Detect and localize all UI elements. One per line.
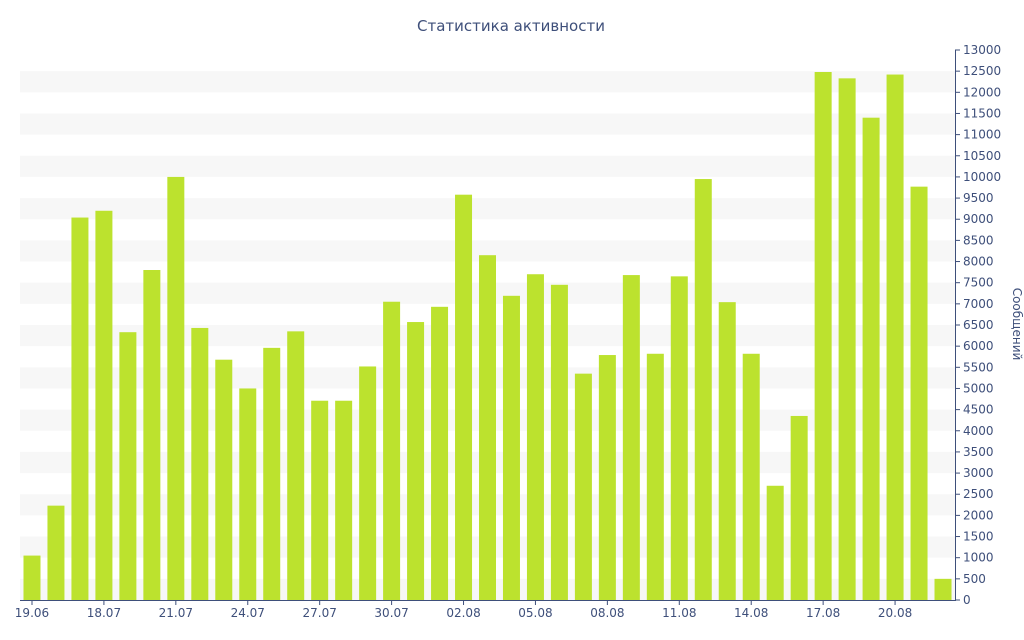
bar	[502, 295, 520, 600]
x-tick-label: 18.07	[87, 606, 121, 620]
bar	[598, 355, 616, 600]
y-tick-label: 13000	[963, 43, 1001, 57]
bar	[263, 347, 281, 600]
bar	[550, 284, 568, 600]
x-tick-label: 21.07	[159, 606, 193, 620]
bar	[718, 302, 736, 600]
bar	[143, 270, 161, 600]
bar	[574, 373, 592, 600]
bar	[766, 485, 784, 600]
bar	[934, 578, 952, 600]
y-tick-label: 10500	[963, 149, 1001, 163]
bar	[359, 366, 377, 600]
bar	[814, 72, 832, 600]
grid-band	[20, 113, 955, 135]
y-tick-label: 0	[963, 593, 971, 607]
bar	[886, 74, 904, 601]
y-tick-label: 5500	[963, 360, 994, 374]
bar	[455, 194, 473, 600]
bar	[646, 353, 664, 600]
y-tick-label: 3000	[963, 466, 994, 480]
bar	[526, 274, 544, 600]
x-axis-ticks: 19.06 18.07 21.07 24.07 27.07 30.07 02.08 05.08…	[15, 600, 912, 620]
y-tick-label: 9000	[963, 212, 994, 226]
y-tick-label: 8000	[963, 255, 994, 269]
x-tick-label: 20.08	[878, 606, 912, 620]
bar	[311, 400, 329, 600]
x-tick-label: 17.08	[806, 606, 840, 620]
grid-band	[20, 155, 955, 177]
bar	[670, 276, 688, 600]
bar	[742, 353, 760, 600]
y-tick-label: 4500	[963, 403, 994, 417]
x-tick-label: 19.06	[15, 606, 49, 620]
bar	[479, 255, 496, 600]
y-tick-label: 6500	[963, 318, 994, 332]
y-tick-label: 11500	[963, 106, 1001, 120]
bar	[431, 306, 449, 600]
y-tick-label: 6000	[963, 339, 994, 353]
bar	[167, 176, 185, 601]
y-tick-label: 7500	[963, 276, 994, 290]
bar	[862, 117, 880, 600]
x-tick-label: 24.07	[231, 606, 265, 620]
bar	[23, 555, 41, 600]
y-tick-label: 7000	[963, 297, 994, 311]
y-tick-label: 10000	[963, 170, 1001, 184]
bar	[215, 359, 233, 600]
bar	[790, 415, 808, 600]
grid-band	[20, 240, 955, 262]
y-tick-label: 3500	[963, 445, 994, 459]
x-tick-label: 02.08	[446, 606, 480, 620]
bar	[71, 217, 89, 601]
bar	[287, 331, 305, 600]
y-tick-label: 500	[963, 572, 986, 586]
x-tick-label: 14.08	[734, 606, 768, 620]
y-tick-label: 12000	[963, 85, 1001, 99]
bar	[838, 78, 856, 601]
y-tick-label: 1500	[963, 530, 994, 544]
bar	[622, 275, 640, 600]
chart-title: Статистика активности	[417, 17, 605, 35]
y-tick-label: 2000	[963, 508, 994, 522]
bar	[335, 400, 353, 600]
y-tick-label: 4000	[963, 424, 994, 438]
y-tick-label: 2500	[963, 487, 994, 501]
y-tick-label: 8500	[963, 233, 994, 247]
grid-band	[20, 198, 955, 220]
y-tick-label: 9500	[963, 191, 994, 205]
y-tick-label: 1000	[963, 551, 994, 565]
bars	[23, 72, 952, 601]
bar	[191, 327, 209, 600]
bar	[95, 210, 113, 600]
x-tick-label: 11.08	[662, 606, 696, 620]
bar	[47, 505, 65, 600]
x-tick-label: 08.08	[590, 606, 624, 620]
y-axis-label: Сообщений	[1010, 288, 1024, 361]
x-tick-label: 27.07	[302, 606, 336, 620]
y-tick-label: 11000	[963, 128, 1001, 142]
y-axis-ticks: 0 500 1000 1500 2000 2500 3000 3500 4000 4500 5000…	[955, 43, 1001, 607]
x-tick-label: 30.07	[374, 606, 408, 620]
bar	[119, 332, 137, 600]
y-tick-label: 5000	[963, 381, 994, 395]
grid-band	[20, 71, 955, 93]
bar	[383, 301, 401, 600]
bar	[239, 388, 257, 600]
bar	[407, 322, 425, 600]
bar	[910, 186, 928, 600]
y-tick-label: 12500	[963, 64, 1001, 78]
bar	[694, 179, 712, 601]
x-tick-label: 05.08	[518, 606, 552, 620]
